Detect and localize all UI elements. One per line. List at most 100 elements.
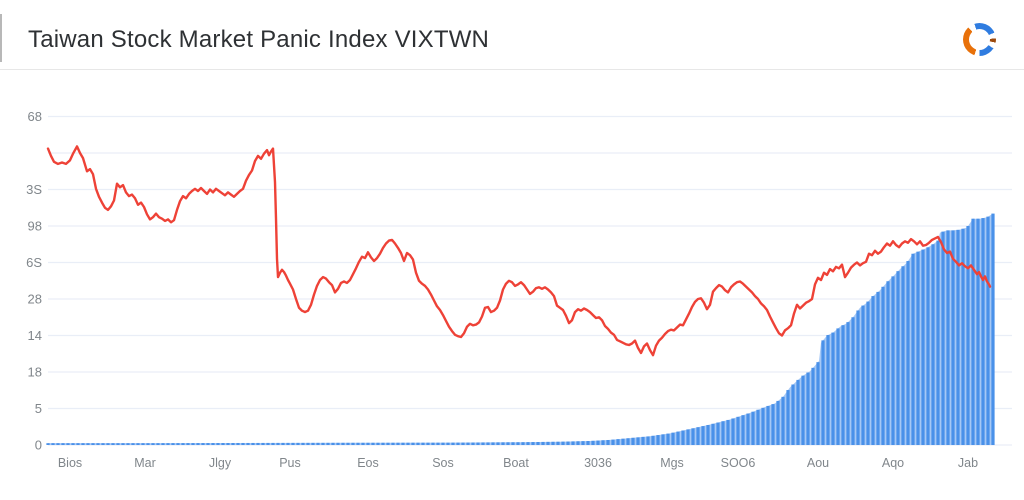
volume-bar <box>171 443 175 445</box>
y-axis-label: 0 <box>35 438 42 453</box>
volume-bar <box>411 442 415 445</box>
volume-bar <box>981 218 985 445</box>
volume-bar <box>316 442 320 445</box>
volume-bar <box>256 442 260 445</box>
volume-bar <box>541 441 545 445</box>
volume-bar <box>376 442 380 445</box>
volume-bar <box>536 441 540 445</box>
volume-bar <box>406 442 410 445</box>
volume-bar <box>361 442 365 445</box>
volume-bar <box>151 443 155 445</box>
volume-bar <box>96 443 100 445</box>
volume-bar <box>201 443 205 445</box>
x-axis-label: Eos <box>357 456 379 470</box>
y-axis-label: 28 <box>28 292 42 307</box>
volume-bar <box>191 443 195 445</box>
volume-bar <box>626 438 630 445</box>
volume-bar <box>186 443 190 445</box>
volume-bar <box>416 442 420 445</box>
volume-bar <box>476 442 480 445</box>
volume-bar <box>276 442 280 445</box>
volume-bar <box>546 441 550 445</box>
volume-bar <box>401 442 405 445</box>
volume-bar <box>816 362 820 445</box>
volume-bar <box>856 310 860 445</box>
volume-bar <box>701 426 705 445</box>
volume-bar <box>346 442 350 445</box>
header-divider <box>0 69 1024 70</box>
volume-bar <box>501 442 505 445</box>
volume-bar <box>236 442 240 445</box>
volume-bar <box>396 442 400 445</box>
volume-bar <box>941 231 945 445</box>
volume-bar <box>71 443 75 445</box>
volume-bar <box>741 415 745 445</box>
plot-area[interactable] <box>48 109 1012 445</box>
volume-bar <box>231 442 235 445</box>
volume-bar <box>306 442 310 445</box>
volume-bar <box>926 247 930 445</box>
volume-bar <box>196 443 200 445</box>
volume-bar <box>751 411 755 445</box>
volume-bar <box>226 443 230 445</box>
volume-bar <box>721 421 725 445</box>
volume-bar <box>671 432 675 445</box>
volume-bar <box>956 229 960 445</box>
volume-bar <box>446 442 450 445</box>
volume-bar <box>986 216 990 445</box>
volume-bar <box>976 218 980 445</box>
volume-bar <box>921 249 925 445</box>
volume-bar <box>686 429 690 445</box>
volume-bar <box>831 332 835 445</box>
volume-bar <box>766 405 770 445</box>
volume-bar <box>731 418 735 445</box>
volume-bar <box>266 442 270 445</box>
volume-bar <box>631 437 635 445</box>
volume-bar <box>506 442 510 445</box>
volume-bar <box>621 438 625 445</box>
x-axis-label: Boat <box>503 456 529 470</box>
volume-bar <box>586 441 590 445</box>
volume-bar <box>336 442 340 445</box>
volume-bar <box>261 442 265 445</box>
volume-bar <box>756 409 760 445</box>
volume-bar <box>301 442 305 445</box>
volume-bar <box>746 413 750 445</box>
volume-bar <box>881 286 885 445</box>
volume-bar <box>136 443 140 445</box>
volume-bar <box>86 443 90 445</box>
volume-bar <box>821 340 825 445</box>
volume-bar <box>481 442 485 445</box>
volume-bar <box>971 218 975 445</box>
volume-bar <box>421 442 425 445</box>
volume-bar <box>436 442 440 445</box>
volume-bar <box>891 276 895 445</box>
volume-bar <box>776 400 780 445</box>
volume-bar <box>676 431 680 445</box>
volume-bar-series <box>46 213 995 445</box>
volume-bar <box>211 443 215 445</box>
volume-bar <box>571 441 575 445</box>
volume-bar <box>906 261 910 445</box>
volume-bar <box>801 375 805 445</box>
volume-bar <box>126 443 130 445</box>
volume-bar <box>661 434 665 445</box>
window-edge-mark <box>0 14 2 62</box>
volume-bar <box>611 439 615 445</box>
loading-spinner-icon <box>963 23 996 56</box>
volume-bar <box>326 442 330 445</box>
volume-bar <box>496 442 500 445</box>
volume-bar <box>521 442 525 445</box>
x-axis-label: Jab <box>958 456 978 470</box>
volume-bar <box>736 416 740 445</box>
volume-bar <box>551 441 555 445</box>
volume-bar <box>936 240 940 445</box>
volume-bar <box>291 442 295 445</box>
volume-bar <box>796 379 800 445</box>
volume-bar <box>286 442 290 445</box>
volume-bar <box>181 443 185 445</box>
volume-bar <box>596 440 600 445</box>
volume-bar <box>331 442 335 445</box>
x-axis-label: Sos <box>432 456 454 470</box>
